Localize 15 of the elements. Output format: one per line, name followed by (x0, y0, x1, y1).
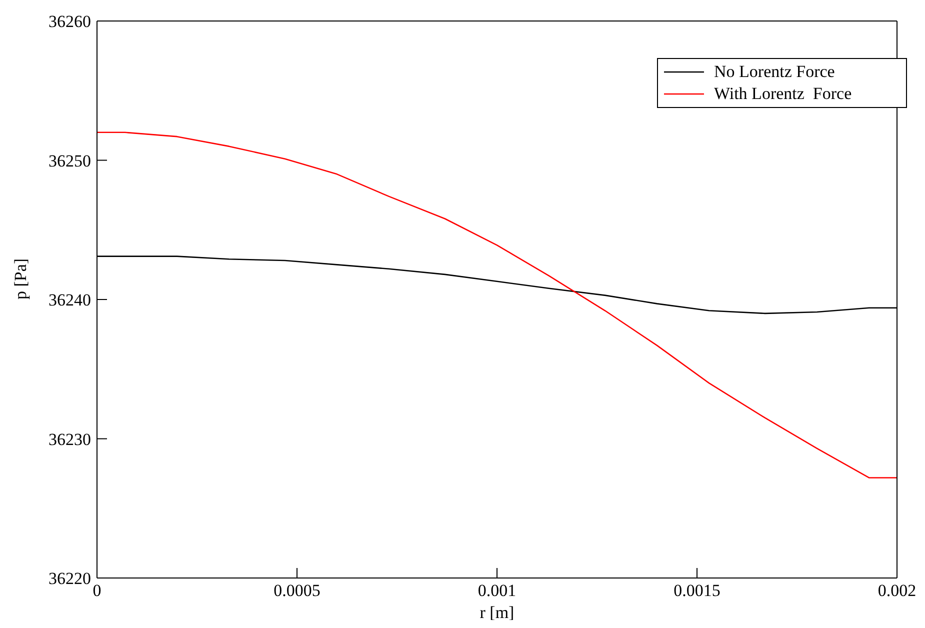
x-tick-label: 0.001 (478, 581, 516, 600)
x-tick-label: 0 (92, 581, 102, 600)
x-axis-title: r [m] (480, 603, 514, 622)
legend-label: With Lorentz Force (714, 83, 852, 105)
legend-label: No Lorentz Force (714, 61, 835, 83)
x-tick-label: 0.002 (878, 581, 916, 600)
x-tick-label: 0.0005 (274, 581, 320, 600)
y-tick-label: 36260 (48, 12, 91, 32)
y-tick-label: 36220 (48, 569, 91, 588)
line-series (97, 132, 897, 478)
y-tick-label: 36230 (48, 430, 91, 449)
y-tick-label: 36240 (48, 290, 91, 310)
y-axis-title: p [Pa] (11, 258, 30, 300)
y-tick-label: 36250 (48, 151, 91, 170)
x-tick-label: 0.0015 (674, 581, 720, 600)
